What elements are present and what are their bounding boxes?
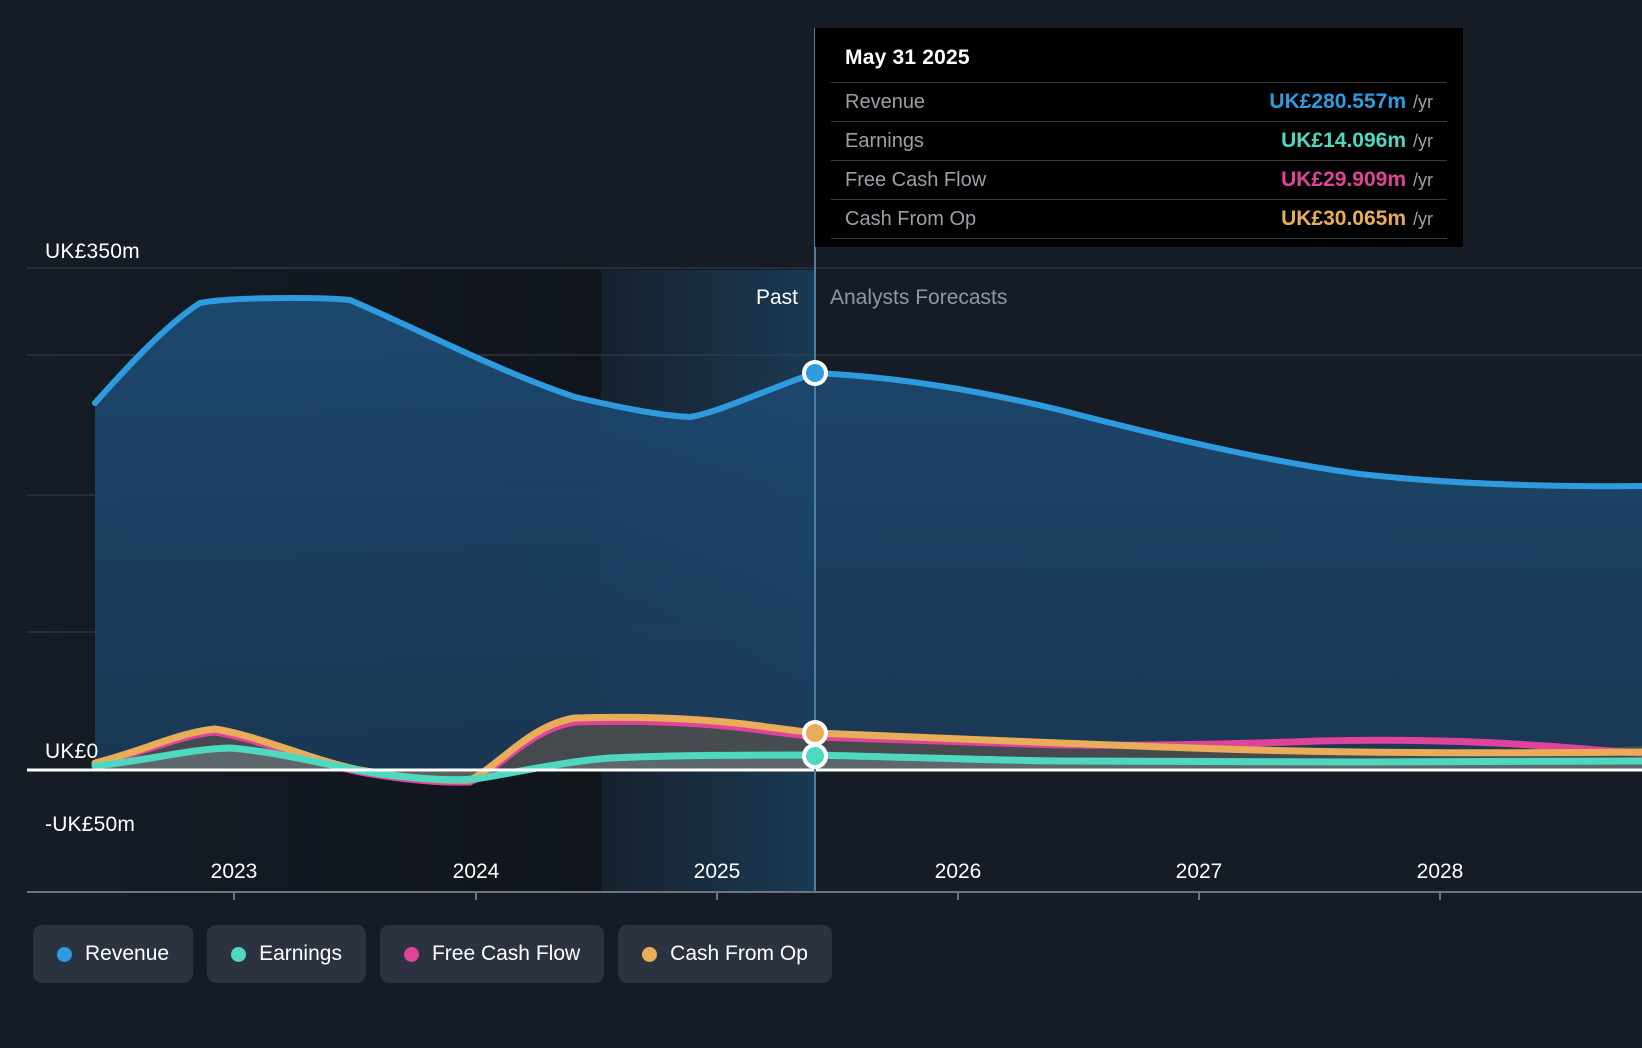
- x-axis-label-2027: 2027: [1175, 860, 1223, 883]
- legend-item-revenue[interactable]: Revenue: [33, 925, 194, 983]
- forecast-region-label: Analysts Forecasts: [830, 286, 1008, 309]
- highlight-point-earnings[interactable]: [802, 743, 828, 769]
- legend-dot-free-cash-flow-icon: [403, 946, 419, 962]
- tooltip-value-free-cash-flow: UK£29.909m: [1281, 168, 1406, 191]
- tooltip-unit-earnings: /yr: [1413, 131, 1433, 151]
- legend-dot-revenue-icon: [57, 946, 72, 962]
- tooltip-row-revenue: Revenue UK£280.557m /yr: [831, 82, 1447, 121]
- x-axis-label-2023: 2023: [210, 860, 258, 883]
- x-axis-label-2025: 2025: [693, 860, 741, 883]
- earnings-line: [91, 744, 1642, 784]
- legend-dot-cash-from-op-icon: [642, 946, 658, 962]
- tooltip-date: May 31 2025: [845, 46, 970, 69]
- legend-label-revenue: Revenue: [85, 942, 170, 965]
- y-axis-label-negative: -UK£50m: [45, 813, 136, 836]
- tooltip-value-cash-from-op: UK£30.065m: [1281, 207, 1406, 230]
- cash-from-op-line: [91, 713, 1642, 784]
- legend-item-earnings[interactable]: Earnings: [207, 925, 366, 983]
- y-axis-label-top: UK£350m: [45, 240, 140, 263]
- tooltip-row-free-cash-flow: Free Cash Flow UK£29.909m /yr: [831, 160, 1447, 199]
- past-region-label: Past: [755, 286, 798, 309]
- tooltip-value-earnings: UK£14.096m: [1281, 129, 1406, 152]
- tooltip-label-revenue: Revenue: [845, 90, 926, 113]
- highlight-point-cash-from-op[interactable]: [802, 720, 828, 746]
- tooltip-unit-free-cash-flow: /yr: [1413, 170, 1433, 190]
- revenue-line: [92, 295, 1642, 490]
- tooltip-label-earnings: Earnings: [845, 129, 924, 152]
- highlight-point-revenue[interactable]: [802, 360, 828, 386]
- tooltip-value-revenue: UK£280.557m: [1269, 90, 1406, 113]
- chart-svg: [0, 28, 1642, 900]
- legend-dot-earnings-icon: [231, 946, 247, 962]
- legend-item-free-cash-flow[interactable]: Free Cash Flow: [379, 925, 605, 983]
- legend-label-cash-from-op: Cash From Op: [670, 942, 808, 965]
- chart-canvas: UK£350m UK£0 -UK£50m 2023 2024 2025 2026…: [0, 28, 1642, 900]
- legend-label-earnings: Earnings: [259, 942, 342, 965]
- tooltip-unit-cash-from-op: /yr: [1413, 209, 1433, 229]
- tooltip-label-free-cash-flow: Free Cash Flow: [845, 168, 987, 191]
- x-axis-label-2024: 2024: [452, 860, 500, 883]
- legend: Revenue Earnings Free Cash Flow Cash Fro…: [33, 925, 832, 983]
- revenue-area: [95, 298, 1642, 770]
- x-axis-ticks: [233, 892, 1441, 900]
- legend-item-cash-from-op[interactable]: Cash From Op: [618, 925, 832, 983]
- x-axis-label-2026: 2026: [934, 860, 982, 883]
- tooltip-row-earnings: Earnings UK£14.096m /yr: [831, 121, 1447, 160]
- y-axis-label-zero: UK£0: [45, 740, 99, 763]
- tooltip-label-cash-from-op: Cash From Op: [845, 207, 977, 230]
- tooltip-row-cash-from-op: Cash From Op UK£30.065m /yr: [831, 199, 1447, 239]
- tooltip-panel: May 31 2025 Revenue UK£280.557m /yr Earn…: [815, 28, 1463, 247]
- tooltip-unit-revenue: /yr: [1413, 92, 1433, 112]
- legend-label-free-cash-flow: Free Cash Flow: [431, 942, 581, 965]
- x-axis-label-2028: 2028: [1416, 860, 1464, 883]
